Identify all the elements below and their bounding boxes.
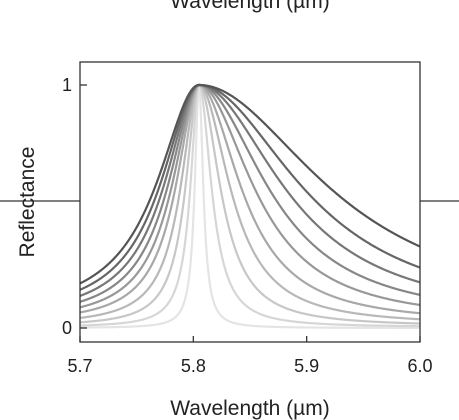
series-line-4 (79, 83, 421, 321)
series-line-1 (80, 84, 420, 329)
series-line-7 (79, 83, 421, 303)
y-axis: 01 (62, 75, 87, 338)
y-axis-label: Reflectance (16, 147, 39, 258)
series-line-10 (79, 83, 421, 285)
series-line-5 (79, 83, 421, 315)
series-line-8 (79, 83, 421, 297)
x-tick-label: 5.9 (294, 356, 319, 376)
y-tick-label: 0 (62, 318, 72, 338)
x-tick-label: 5.7 (67, 356, 92, 376)
plot-frame (79, 61, 421, 343)
x-axis-label: Wavelength (µm) (170, 397, 330, 420)
series-line-3 (79, 83, 421, 325)
top-cropped-label: Wavelength (µm) (170, 0, 330, 13)
x-tick-label: 5.8 (181, 356, 206, 376)
series-line-2 (79, 83, 421, 328)
series-line-9 (79, 83, 421, 291)
x-tick-label: 6.0 (407, 356, 432, 376)
y-tick-label: 1 (62, 75, 72, 95)
x-axis: 5.7 5.8 5.9 6.0 (67, 336, 433, 376)
series-line-6 (79, 83, 421, 309)
series-layer (79, 83, 421, 329)
